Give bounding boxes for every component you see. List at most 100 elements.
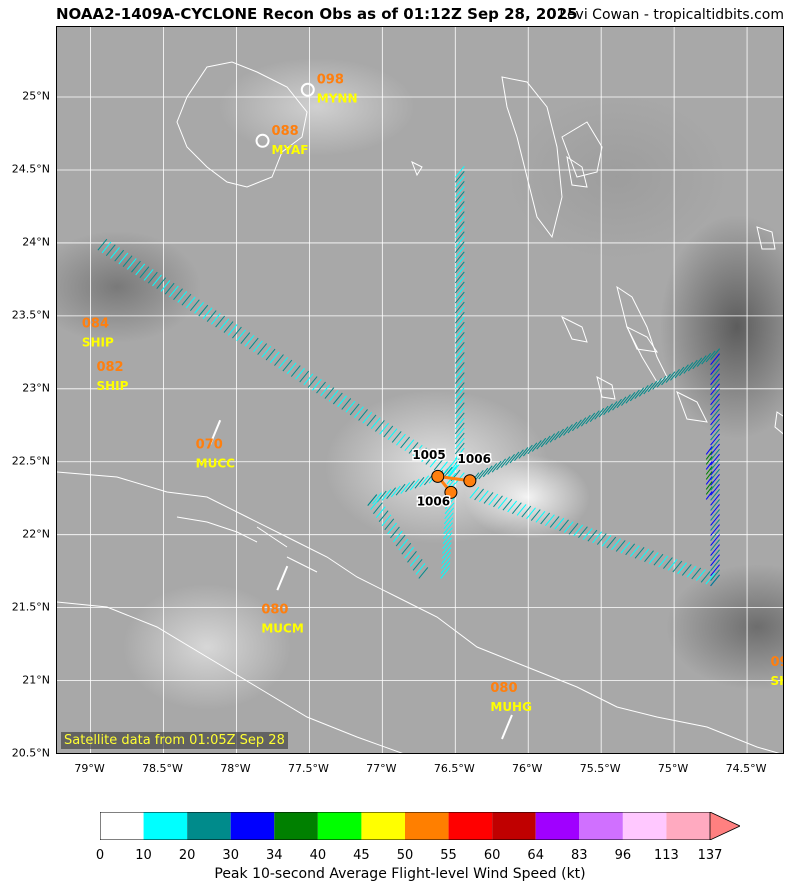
colorbar-segment [274, 812, 318, 840]
wind-barb [372, 492, 382, 505]
wind-barb [419, 475, 430, 487]
wind-barb [710, 448, 720, 461]
wind-barb [710, 499, 720, 511]
colorbar-segment [622, 812, 667, 840]
wind-barb [375, 420, 385, 432]
wind-barb [454, 196, 465, 208]
wind-barb [710, 398, 720, 411]
wind-barb [454, 211, 465, 223]
x-tick-label: 76.5°W [433, 762, 475, 775]
wind-barb [587, 529, 598, 542]
wind-barb [491, 460, 502, 473]
wind-barb [454, 256, 465, 269]
colorbar-segment [405, 812, 449, 840]
wind-barb [705, 471, 713, 480]
wind-barb [540, 435, 551, 448]
wind-barb [390, 485, 401, 498]
y-tick-label: 24.5°N [11, 162, 50, 176]
y-tick-label: 20.5°N [11, 746, 50, 760]
wind-barb [454, 412, 465, 425]
wind-barb [710, 564, 720, 577]
wind-barb [114, 249, 125, 262]
wind-barb [454, 372, 465, 384]
wind-barb [683, 362, 694, 374]
wind-barb [454, 321, 465, 334]
wind-barb [269, 351, 280, 364]
wind-barb [189, 299, 200, 311]
wind-barb [601, 534, 612, 547]
pressure-ob-label: 1005 [412, 448, 445, 462]
station-value-label: 080 [261, 602, 288, 617]
wind-barb [236, 329, 247, 342]
wind-barb [573, 524, 584, 537]
wind-barb [710, 534, 720, 546]
wind-barb [607, 401, 618, 413]
wind-barb [122, 255, 133, 268]
wind-barb [401, 542, 412, 555]
wind-barb [454, 326, 465, 339]
wind-barb [454, 221, 465, 233]
wind-barb [677, 562, 687, 575]
wind-barb [518, 447, 529, 459]
wind-barb [710, 408, 720, 421]
colorbar-segment [230, 812, 275, 840]
wind-barb [454, 261, 465, 274]
wind-barb [177, 291, 188, 303]
map-panel[interactable]: 1005 1006 1006 098 MYNN 088 MYAF 084 SHIP 082 SHI… [56, 26, 784, 754]
wind-barb [454, 301, 465, 314]
wind-barb [454, 216, 465, 228]
wind-barb [392, 530, 403, 543]
station-id-label: MUCC [196, 456, 235, 470]
wind-barb [253, 340, 263, 353]
wind-barb [497, 497, 508, 509]
wind-barb [101, 241, 112, 254]
colorbar-tick-label: 20 [178, 848, 196, 863]
coastlines [57, 61, 783, 753]
wind-barb [665, 371, 676, 383]
colorbar-tick-label: 50 [396, 848, 414, 863]
wind-barb [447, 457, 458, 470]
wind-barb [384, 518, 395, 531]
wind-barb [710, 574, 720, 587]
wind-barb [110, 247, 120, 259]
wind-barb [536, 437, 547, 450]
wind-barb [638, 385, 649, 397]
wind-barb [521, 505, 532, 518]
colorbar-label: Peak 10-second Average Flight-level Wind… [214, 866, 586, 882]
wind-barb [563, 521, 574, 533]
station-marker [300, 82, 315, 97]
colorbar-tick-label: 55 [440, 848, 457, 863]
wind-barb [454, 447, 465, 460]
colorbar-segment [187, 812, 231, 840]
wind-barb [629, 389, 640, 402]
wind-barb [679, 364, 689, 377]
wind-barb [710, 569, 720, 582]
wind-barb [337, 395, 347, 408]
wind-barb [710, 519, 720, 531]
wind-barb [454, 271, 465, 284]
wind-barb [710, 453, 720, 466]
wind-barb [527, 442, 538, 455]
wind-barb [454, 241, 465, 254]
station-id-label: SHIP [96, 379, 128, 393]
pressure-ob-label: 1006 [417, 495, 450, 509]
wind-barb [400, 482, 411, 494]
wind-barb [710, 544, 720, 556]
wind-barb [509, 451, 520, 464]
wind-barb [710, 433, 720, 446]
wind-barb [417, 447, 427, 460]
colorbar-tick-label: 45 [353, 848, 370, 863]
wind-barb [395, 483, 406, 496]
wind-barb [443, 522, 454, 535]
wind-barb [454, 165, 465, 178]
y-tick-label: 22.5°N [11, 454, 50, 468]
wind-barb [442, 532, 453, 544]
wind-barb [265, 348, 276, 361]
wind-barb [454, 281, 465, 294]
wind-barb [126, 258, 137, 270]
colorbar-tick-label: 34 [266, 848, 283, 863]
wind-barb [647, 380, 658, 393]
wind-barb [454, 231, 465, 243]
wind-barb [211, 313, 221, 325]
wind-barb [629, 545, 640, 557]
